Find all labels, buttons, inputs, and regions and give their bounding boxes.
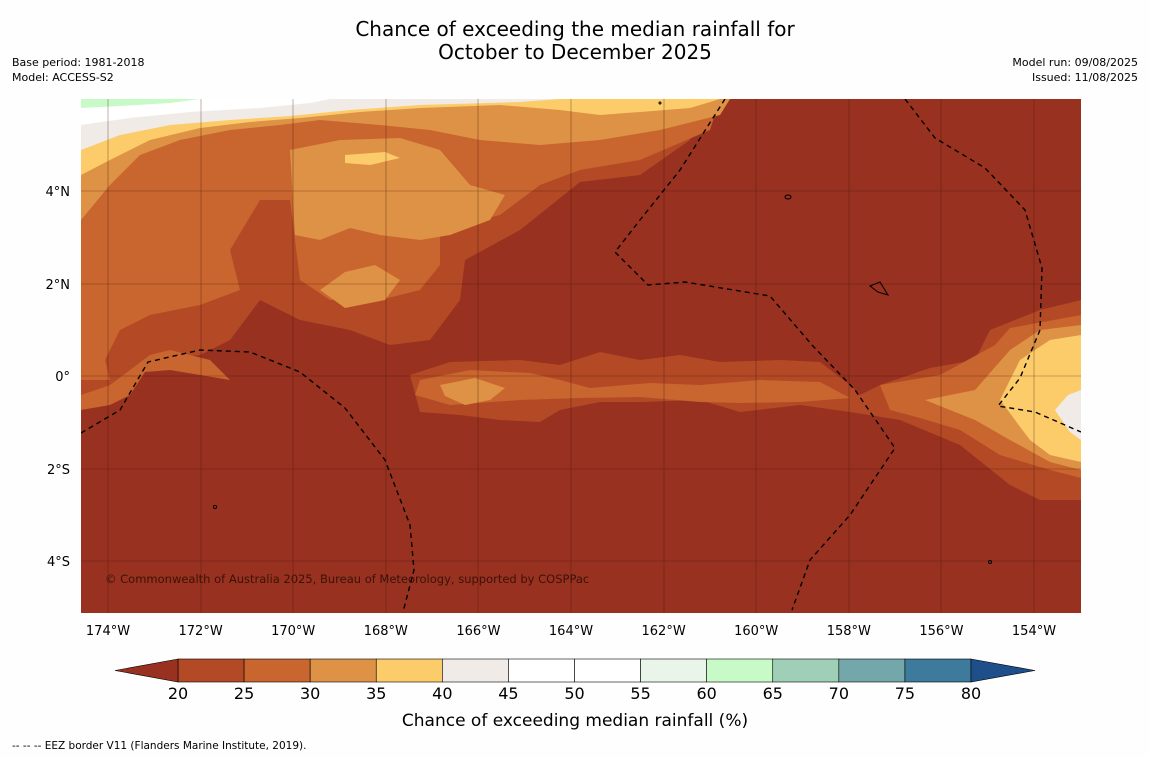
colorbar-cell [177, 658, 245, 683]
band-60-65 [81, 99, 200, 108]
band-30-35-mid [320, 265, 400, 308]
map-area: © Commonwealth of Australia 2025, Bureau… [81, 99, 1081, 613]
lon-label: 166°W [456, 624, 500, 639]
lon-label: 172°W [179, 624, 223, 639]
colorbar: 20 25 30 35 40 45 50 55 60 65 70 75 80 Chance of exc… [114, 658, 1036, 731]
base-period-text: Base period: 1981-2018 [12, 56, 145, 69]
colorbar-tick-label: 30 [300, 684, 320, 703]
title-line-2: October to December 2025 [438, 40, 712, 64]
colorbar-cell [640, 658, 707, 683]
band-25-30-south-lobe [81, 350, 230, 410]
latitude-labels: 4°N 2°N 0° 2°S 4°S [46, 185, 71, 570]
lon-label: 158°W [827, 624, 871, 639]
info-right: Model run: 09/08/2025 Issued: 11/08/2025 [1012, 55, 1138, 85]
lon-label: 174°W [86, 624, 130, 639]
colorbar-tick-label: 20 [168, 684, 188, 703]
graticule [81, 99, 1081, 613]
band-35-40-east [1000, 335, 1081, 462]
colorbar-high-extend [970, 658, 1036, 683]
colorbar-tick-label: 45 [498, 684, 518, 703]
band-25-30 [81, 99, 720, 380]
band-30-35-inner [290, 138, 505, 240]
colorbar-tick-label: 75 [895, 684, 915, 703]
longitude-labels: 174°W 172°W 170°W 168°W 166°W 164°W 162°W 160°W… [86, 624, 1056, 639]
lon-label: 154°W [1012, 624, 1056, 639]
colorbar-tick-label: 25 [234, 684, 254, 703]
islands [212, 101, 992, 564]
colorbar-cell [442, 658, 509, 683]
band-30-35 [81, 99, 730, 220]
lat-label: 4°N [46, 185, 71, 200]
info-left: Base period: 1981-2018 Model: ACCESS-S2 [12, 55, 144, 85]
issued-text: Issued: 11/08/2025 [1031, 71, 1138, 84]
colorbar-tick-label: 70 [829, 684, 849, 703]
lon-label: 160°W [734, 624, 778, 639]
lon-label: 162°W [642, 624, 686, 639]
colorbar-low-extend [114, 658, 179, 683]
lon-label: 164°W [549, 624, 593, 639]
colorbar-cell [375, 658, 443, 683]
band-25-30-eq-lens [415, 370, 850, 405]
map-title: Chance of exceeding the median rainfall … [0, 18, 1150, 64]
lat-label: 4°S [47, 555, 70, 570]
colorbar-tick-label: 55 [630, 684, 650, 703]
lat-label: 0° [55, 370, 70, 385]
lon-label: 170°W [271, 624, 315, 639]
colorbar-tick-label: 80 [961, 684, 981, 703]
band-30-35-eq-blob [440, 378, 505, 405]
eez-borders [81, 99, 1081, 613]
band-40-45-east [1055, 390, 1081, 440]
colorbar-cell [904, 658, 972, 683]
band-45-55 [81, 99, 330, 125]
title-line-1: Chance of exceeding the median rainfall … [355, 17, 795, 41]
colorbar-cell [838, 658, 906, 683]
lat-label: 2°S [47, 463, 70, 478]
eez-footer-note: -- -- -- EEZ border V11 (Flanders Marine… [12, 740, 307, 752]
colorbar-cell [508, 658, 575, 683]
lon-label: 156°W [919, 624, 963, 639]
model-text: Model: ACCESS-S2 [12, 71, 114, 84]
colorbar-tick-label: 60 [696, 684, 716, 703]
colorbar-cell [243, 658, 311, 683]
colorbar-tick-label: 65 [763, 684, 783, 703]
model-run-text: Model run: 09/08/2025 [1012, 56, 1138, 69]
lat-label: 2°N [46, 278, 71, 293]
colorbar-tick-label: 50 [564, 684, 584, 703]
colorbar-cell [772, 658, 840, 683]
colorbar-cell [309, 658, 377, 683]
colorbar-label: Chance of exceeding median rainfall (%) [402, 711, 748, 731]
copyright-text: © Commonwealth of Australia 2025, Bureau… [105, 572, 589, 586]
colorbar-cell [706, 658, 774, 683]
colorbar-tick-label: 40 [432, 684, 452, 703]
lon-label: 168°W [364, 624, 408, 639]
colorbar-tick-label: 35 [366, 684, 386, 703]
colorbar-cell [574, 658, 641, 683]
